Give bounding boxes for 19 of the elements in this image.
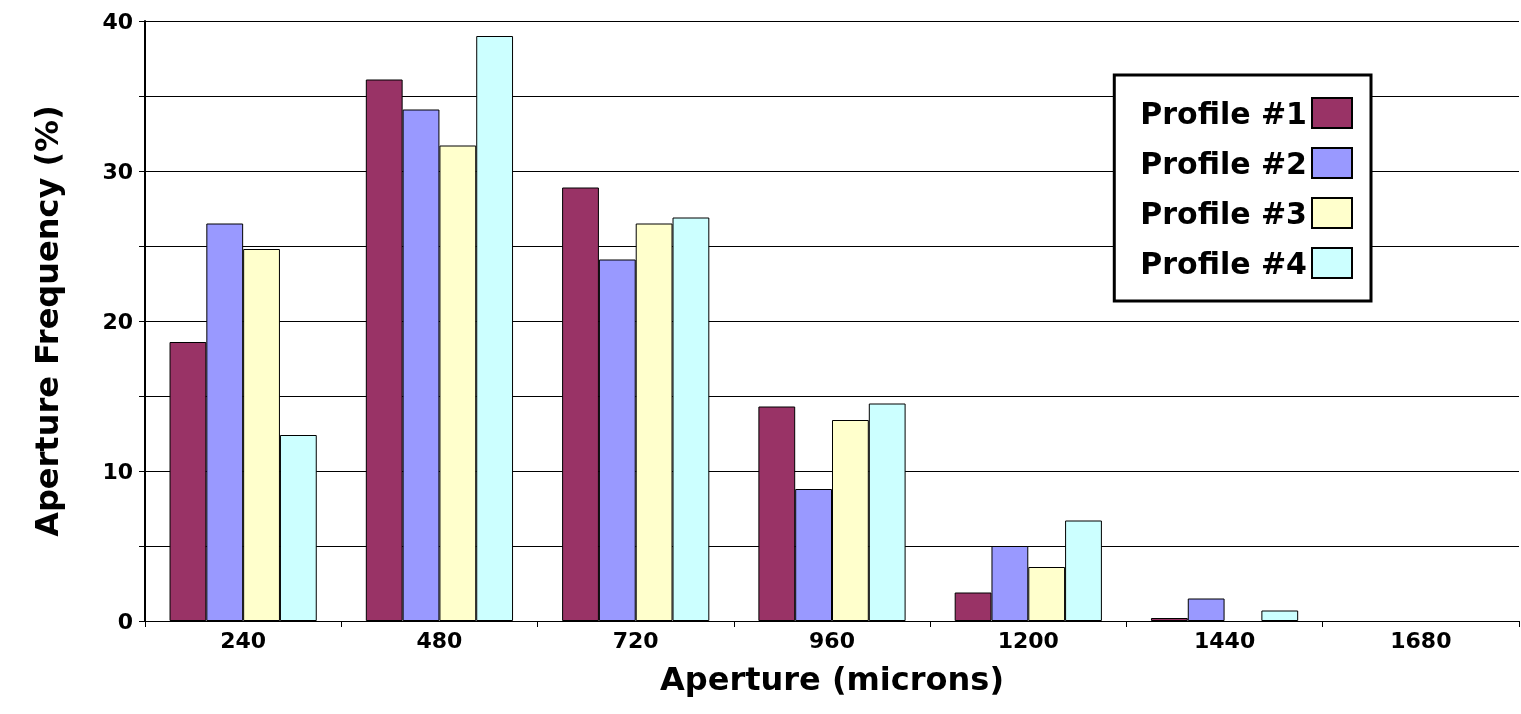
x-tick-label: 960: [809, 627, 855, 653]
x-tick-label: 480: [416, 627, 463, 653]
y-tick-label: 0: [117, 608, 133, 634]
y-axis-title: Aperture Frequency (%): [28, 105, 66, 537]
legend-label: Profile #3: [1140, 195, 1307, 231]
x-tick-label: 1200: [997, 627, 1059, 653]
y-tick-label: 10: [102, 458, 133, 484]
legend-label: Profile #4: [1140, 245, 1307, 281]
x-tick-label: 240: [220, 627, 267, 653]
legend-label: Profile #2: [1140, 145, 1307, 181]
x-tick-label: 720: [612, 627, 659, 653]
bar: [1261, 610, 1299, 621]
x-tick-label: 1440: [1193, 627, 1256, 653]
y-tick-label: 40: [102, 8, 133, 34]
y-tick-label: 30: [102, 158, 133, 184]
x-axis-title: Aperture (microns): [660, 660, 1004, 698]
y-tick-label: 20: [102, 308, 133, 334]
legend-label: Profile #1: [1140, 95, 1307, 131]
x-tick-label: 1680: [1390, 627, 1452, 653]
